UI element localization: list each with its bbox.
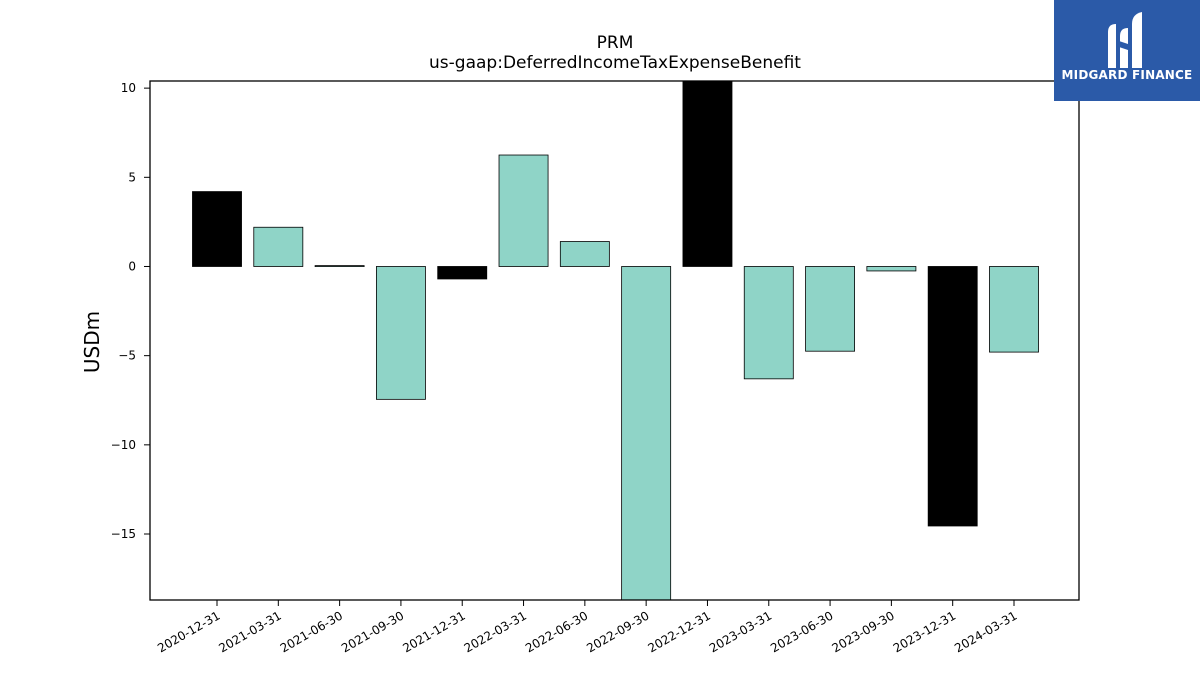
bar-2024-03-31 bbox=[989, 266, 1039, 353]
bar-2021-09-30 bbox=[375, 266, 426, 400]
bar-2023-09-30 bbox=[866, 266, 917, 272]
y-tick-label: 5 bbox=[128, 170, 136, 184]
bar-2020-12-31 bbox=[192, 191, 242, 267]
bar-2021-03-31 bbox=[253, 226, 304, 267]
x-tick-label: 2022-09-30 bbox=[584, 608, 651, 655]
brand-logo: MIDGARD FINANCE bbox=[1054, 0, 1200, 101]
y-tick-label: 0 bbox=[128, 259, 136, 273]
x-tick-label: 2023-06-30 bbox=[768, 608, 835, 655]
bar-2021-06-30 bbox=[314, 265, 365, 267]
y-axis-label: USDm bbox=[80, 311, 104, 373]
x-tick-label: 2022-06-30 bbox=[523, 608, 590, 655]
x-tick-label: 2022-03-31 bbox=[462, 608, 529, 655]
bar-2023-12-31 bbox=[927, 266, 978, 527]
bar-2022-12-31 bbox=[682, 80, 733, 267]
x-tick-label: 2021-12-31 bbox=[400, 608, 467, 655]
x-tick-label: 2021-09-30 bbox=[339, 608, 406, 655]
y-tick-label: −15 bbox=[111, 527, 136, 541]
y-tick-label: −10 bbox=[111, 438, 136, 452]
chart-subtitle: us-gaap:DeferredIncomeTaxExpenseBenefit bbox=[429, 53, 801, 73]
x-axis-ticks: 2020-12-312021-03-312021-06-302021-09-30… bbox=[155, 600, 1020, 655]
x-tick-label: 2022-12-31 bbox=[646, 608, 713, 655]
x-tick-label: 2024-03-31 bbox=[952, 608, 1019, 655]
plot-frame bbox=[149, 80, 1080, 601]
bar-2021-12-31 bbox=[437, 266, 488, 280]
bar-2022-06-30 bbox=[559, 241, 610, 267]
x-tick-label: 2021-06-30 bbox=[278, 608, 345, 655]
brand-name: MIDGARD FINANCE bbox=[1061, 68, 1193, 82]
y-tick-label: 10 bbox=[121, 81, 136, 95]
bar-2022-03-31 bbox=[498, 154, 549, 267]
y-tick-label: −5 bbox=[118, 349, 136, 363]
bar-2023-03-31 bbox=[743, 266, 794, 380]
chart-title: PRM bbox=[597, 33, 634, 53]
y-axis-ticks: 10 5 0 −5 −10 −15 bbox=[111, 81, 150, 541]
x-tick-label: 2023-09-30 bbox=[829, 608, 896, 655]
x-tick-label: 2020-12-31 bbox=[155, 608, 222, 655]
midgard-logo-icon bbox=[1108, 12, 1142, 68]
x-tick-label: 2021-03-31 bbox=[216, 608, 283, 655]
x-tick-label: 2023-03-31 bbox=[707, 608, 774, 655]
x-tick-label: 2023-12-31 bbox=[891, 608, 958, 655]
bar-2022-09-30 bbox=[621, 266, 672, 601]
bar-2023-06-30 bbox=[805, 266, 855, 352]
bars-layer bbox=[192, 80, 1039, 601]
